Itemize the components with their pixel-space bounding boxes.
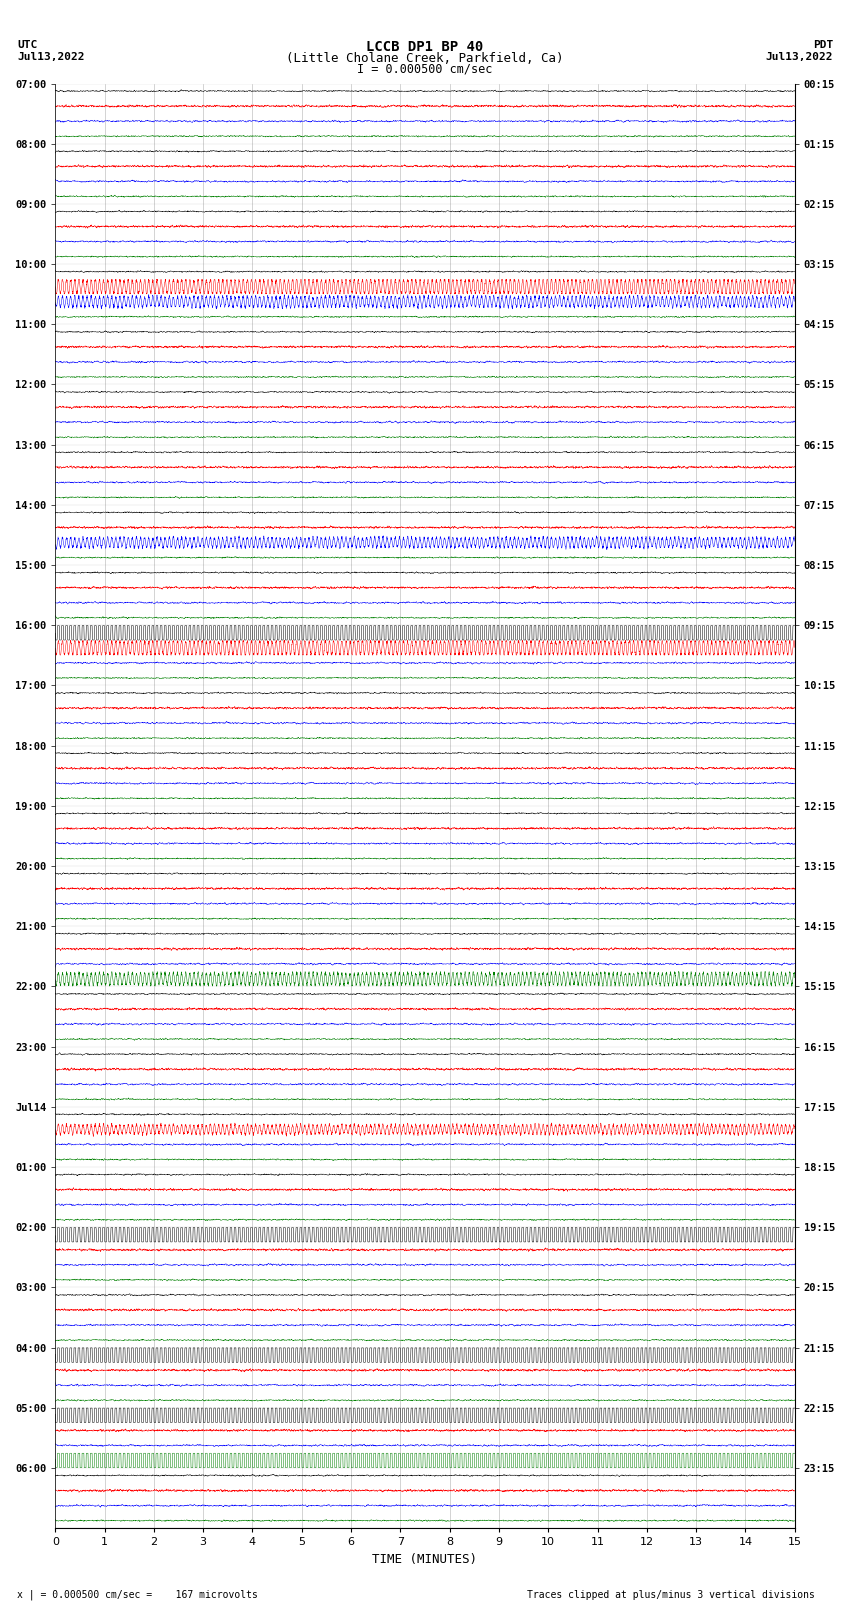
- Text: Traces clipped at plus/minus 3 vertical divisions: Traces clipped at plus/minus 3 vertical …: [527, 1590, 815, 1600]
- Text: Jul13,2022: Jul13,2022: [766, 52, 833, 61]
- Text: I = 0.000500 cm/sec: I = 0.000500 cm/sec: [357, 63, 493, 76]
- Text: LCCB DP1 BP 40: LCCB DP1 BP 40: [366, 40, 484, 55]
- Text: PDT: PDT: [813, 40, 833, 50]
- Text: x | = 0.000500 cm/sec =    167 microvolts: x | = 0.000500 cm/sec = 167 microvolts: [17, 1589, 258, 1600]
- Text: (Little Cholane Creek, Parkfield, Ca): (Little Cholane Creek, Parkfield, Ca): [286, 52, 564, 65]
- Text: Jul13,2022: Jul13,2022: [17, 52, 84, 61]
- X-axis label: TIME (MINUTES): TIME (MINUTES): [372, 1553, 478, 1566]
- Text: UTC: UTC: [17, 40, 37, 50]
